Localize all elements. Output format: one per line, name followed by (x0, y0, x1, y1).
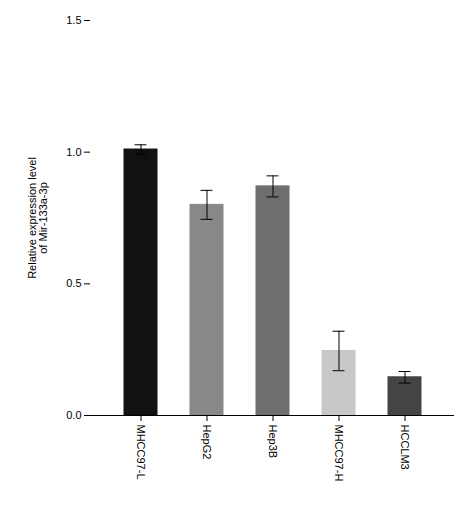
svg-text:HepG2: HepG2 (201, 425, 213, 460)
svg-text:0.5: 0.5 (66, 277, 81, 289)
svg-text:1.5: 1.5 (66, 14, 81, 26)
svg-text:Relative expression levelof Mi: Relative expression levelof Mir-133a-3p (26, 157, 49, 279)
svg-text:Hep3B: Hep3B (267, 425, 279, 459)
svg-text:0.0: 0.0 (66, 409, 81, 421)
svg-text:MHCC97-L: MHCC97-L (135, 425, 147, 480)
svg-text:MHCC97-H: MHCC97-H (333, 425, 345, 482)
svg-text:HCCLM3: HCCLM3 (399, 425, 411, 470)
svg-text:1.0: 1.0 (66, 146, 81, 158)
